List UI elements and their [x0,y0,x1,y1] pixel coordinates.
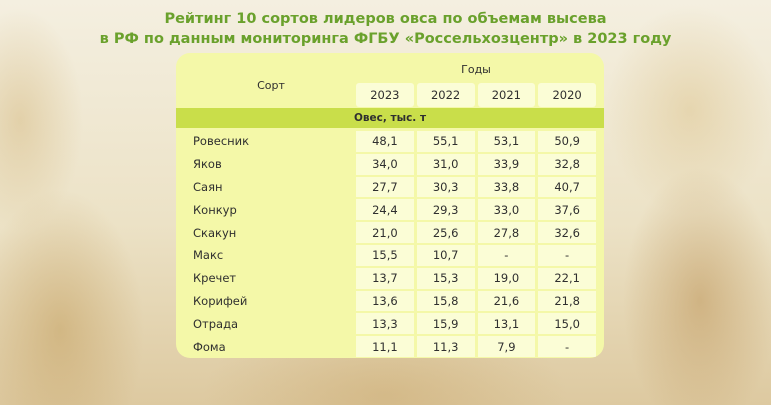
value-cell: 10,7 [416,244,475,266]
value-cell: 24,4 [356,199,414,221]
variety-name: Конкур [193,202,237,217]
value-cell: 21,0 [356,222,414,243]
value-cell: 33,9 [477,153,536,175]
value-cell: 15,0 [538,313,596,335]
value-cell: 21,6 [477,290,536,312]
value-cell: 50,9 [538,131,596,152]
value-cells: 48,1 55,1 53,1 50,9 [356,131,596,152]
value-cell: 37,6 [538,199,596,221]
value-cells: 13,3 15,9 13,1 15,0 [356,313,596,335]
value-cell: 15,3 [416,267,475,289]
value-cell: 15,9 [416,313,475,335]
variety-name: Кречет [193,271,237,286]
value-cell: 19,0 [477,267,536,289]
value-cell: 13,3 [356,313,414,335]
value-cell: 40,7 [538,176,596,198]
title-line-1: Рейтинг 10 сортов лидеров овса по объема… [164,11,607,27]
value-cell: 30,3 [416,176,475,198]
year-header: 2022 [416,83,475,107]
value-cell: 53,1 [477,131,536,152]
value-cell: 21,8 [538,290,596,312]
value-cell: - [538,336,596,357]
table-body: Ровесник 48,1 55,1 53,1 50,9 Яков 34,0 31,0 33,9… [176,130,604,358]
header-years: Годы [461,62,491,76]
table-row: Конкур 24,4 29,3 33,0 37,6 [176,198,604,221]
value-cell: 27,8 [477,222,536,243]
table-row: Скакун 21,0 25,6 27,8 32,6 [176,221,604,244]
variety-name: Яков [193,157,222,172]
table-row: Саян 27,7 30,3 33,8 40,7 [176,176,604,199]
value-cells: 11,1 11,3 7,9- [356,336,596,357]
value-cell: 33,0 [477,199,536,221]
variety-name: Фома [193,339,226,354]
value-cell: 13,7 [356,267,414,289]
variety-name: Макс [193,248,224,263]
value-cells: 34,0 31,0 33,9 32,8 [356,153,596,175]
table-row: Ровесник 48,1 55,1 53,1 50,9 [176,130,604,153]
year-header-row: 2023 2022 2021 2020 [356,83,596,107]
page-title: Рейтинг 10 сортов лидеров овса по объема… [0,9,771,49]
value-cells: 21,0 25,6 27,8 32,6 [356,222,596,243]
table-row: Макс 15,5 10,7- - [176,244,604,267]
ranking-table: Сорт Годы 2023 2022 2021 2020 Овес, тыс.… [176,53,604,358]
value-cell: 15,5 [356,244,414,266]
value-cell: 55,1 [416,131,475,152]
value-cell: 48,1 [356,131,414,152]
variety-name: Корифей [193,293,248,308]
value-cell: 11,1 [356,336,414,357]
year-header: 2023 [356,83,414,107]
value-cells: 27,7 30,3 33,8 40,7 [356,176,596,198]
value-cell: 29,3 [416,199,475,221]
value-cell: 13,6 [356,290,414,312]
year-header: 2021 [477,83,536,107]
table-row: Фома 11,1 11,3 7,9- [176,335,604,358]
value-cells: 13,6 15,8 21,6 21,8 [356,290,596,312]
value-cell: - [538,244,596,266]
table-row: Кречет 13,7 15,3 19,0 22,1 [176,267,604,290]
value-cell: 15,8 [416,290,475,312]
value-cell: - [477,244,536,266]
table-row: Яков 34,0 31,0 33,9 32,8 [176,153,604,176]
value-cells: 24,4 29,3 33,0 37,6 [356,199,596,221]
variety-name: Скакун [193,225,237,240]
header-sort: Сорт [257,78,285,92]
variety-name: Отрада [193,316,239,331]
value-cell: 11,3 [416,336,475,357]
value-cells: 15,5 10,7- - [356,244,596,266]
table-row: Отрада 13,3 15,9 13,1 15,0 [176,312,604,335]
title-line-2: в РФ по данным мониторинга ФГБУ «Россель… [99,31,672,47]
variety-name: Ровесник [193,134,250,149]
value-cell: 34,0 [356,153,414,175]
value-cell: 25,6 [416,222,475,243]
table-row: Корифей 13,6 15,8 21,6 21,8 [176,290,604,313]
value-cell: 31,0 [416,153,475,175]
value-cells: 13,7 15,3 19,0 22,1 [356,267,596,289]
year-header: 2020 [538,83,596,107]
value-cell: 22,1 [538,267,596,289]
value-cell: 32,6 [538,222,596,243]
value-cell: 33,8 [477,176,536,198]
value-cell: 7,9 [477,336,536,357]
value-cell: 27,7 [356,176,414,198]
value-cell: 32,8 [538,153,596,175]
section-band: Овес, тыс. т [176,108,604,128]
variety-name: Саян [193,179,223,194]
value-cell: 13,1 [477,313,536,335]
